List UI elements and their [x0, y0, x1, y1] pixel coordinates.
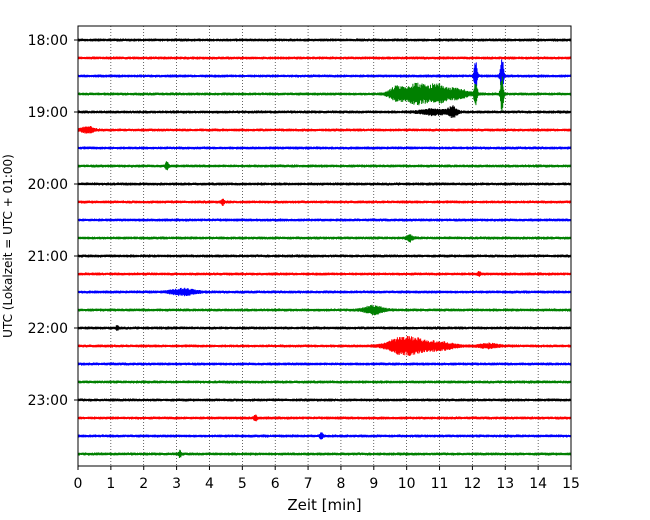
trace-2345	[77, 449, 572, 459]
y-tick-label: 18:00	[28, 33, 68, 49]
y-tick-label: 21:00	[28, 249, 68, 265]
trace-2145	[77, 304, 572, 316]
x-axis-label: Zeit [min]	[287, 496, 361, 514]
trace-2000	[77, 182, 572, 186]
x-tick-label: 11	[431, 476, 449, 492]
x-tick-label: 8	[336, 476, 345, 492]
trace-2300	[77, 398, 572, 402]
plot-frame	[77, 25, 572, 467]
trace-2315	[77, 414, 572, 422]
y-tick-label: 22:00	[28, 321, 68, 337]
trace-2100	[77, 254, 572, 258]
x-tick-label: 7	[304, 476, 313, 492]
y-tick-label: 19:00	[28, 105, 68, 121]
trace-2015	[77, 198, 572, 206]
x-tick-label: 15	[562, 476, 580, 492]
grid-lines	[110, 26, 539, 466]
trace-1930	[77, 146, 572, 150]
trace-2230	[77, 362, 572, 366]
x-axis: 0 1 2 3 4 5 6 7 8 9 10 11 12 13 14 15	[74, 466, 580, 492]
trace-2215	[77, 335, 572, 356]
x-tick-label: 4	[205, 476, 214, 492]
trace-1800	[77, 38, 572, 42]
y-axis: 18:00 19:00 20:00 21:00 22:00 23:00	[28, 33, 78, 409]
trace-2330	[77, 432, 572, 440]
x-tick-label: 5	[238, 476, 247, 492]
trace-group	[77, 38, 572, 459]
trace-1830	[77, 59, 572, 94]
x-tick-label: 2	[139, 476, 148, 492]
x-tick-label: 14	[529, 476, 547, 492]
x-tick-label: 13	[496, 476, 514, 492]
trace-2200	[77, 324, 572, 331]
trace-1845	[77, 76, 572, 112]
trace-2245	[77, 380, 572, 384]
trace-1945	[77, 161, 572, 171]
trace-2045	[77, 234, 572, 243]
x-tick-label: 9	[369, 476, 378, 492]
y-tick-label: 23:00	[28, 393, 68, 409]
x-tick-label: 10	[398, 476, 416, 492]
trace-2030	[77, 218, 572, 222]
trace-2130	[77, 287, 572, 297]
trace-1915	[77, 126, 572, 134]
x-tick-label: 3	[172, 476, 181, 492]
y-axis-label: UTC (Lokalzeit = UTC + 01:00)	[1, 154, 15, 338]
trace-2115	[77, 271, 572, 277]
trace-1900	[77, 105, 572, 118]
x-tick-label: 12	[463, 476, 481, 492]
x-tick-label: 1	[106, 476, 115, 492]
y-tick-label: 20:00	[28, 177, 68, 193]
x-tick-label: 6	[271, 476, 280, 492]
x-tick-label: 0	[74, 476, 83, 492]
trace-1815	[77, 56, 572, 60]
